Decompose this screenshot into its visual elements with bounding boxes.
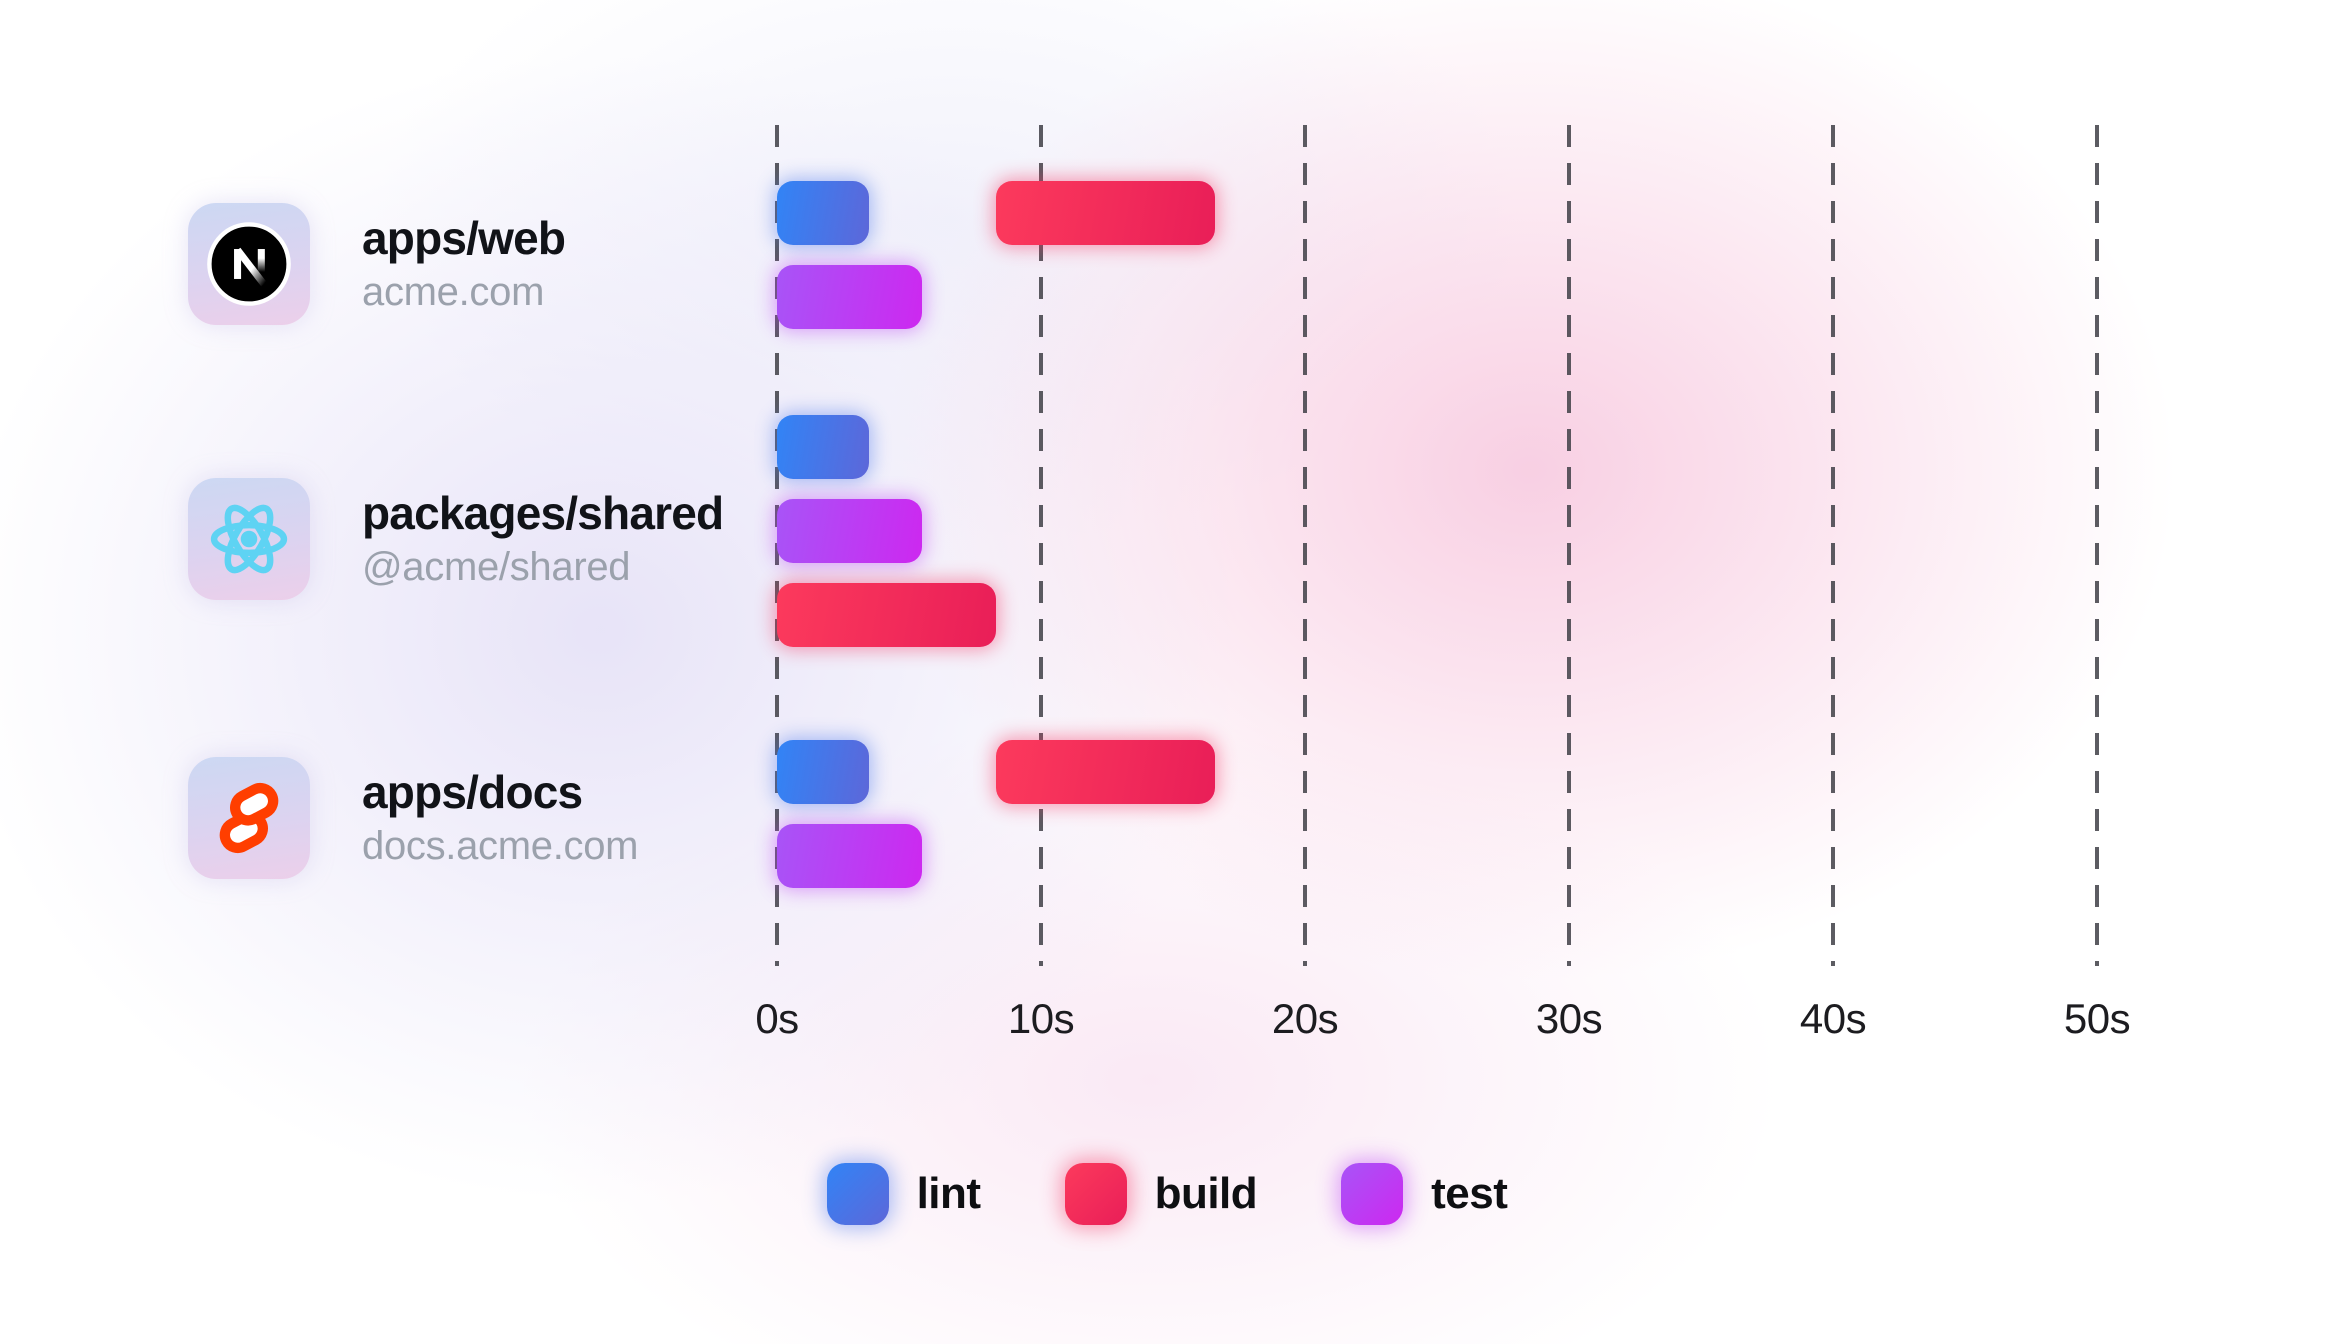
package-texts: apps/web acme.com — [362, 211, 566, 317]
apps/docs-test-bar — [777, 824, 923, 888]
packages/shared-build-bar — [777, 583, 997, 647]
nextjs-logo-card — [188, 203, 310, 325]
x-tick-50s: 50s — [2063, 995, 2131, 1042]
x-tick-40s: 40s — [1799, 995, 1867, 1042]
nextjs-logo-icon — [207, 222, 291, 306]
react-logo-card — [188, 478, 310, 600]
react-logo-icon — [210, 504, 288, 574]
package-row-packages-shared: packages/shared @acme/shared — [188, 478, 724, 600]
svelte-logo-icon — [219, 782, 279, 854]
package-name: apps/docs — [362, 765, 583, 818]
package-domain: docs.acme.com — [362, 824, 639, 869]
lint-color-swatch — [826, 1163, 889, 1225]
legend: lint build test — [0, 1163, 2334, 1225]
package-texts: apps/docs docs.acme.com — [362, 765, 639, 871]
package-name: apps/web — [362, 211, 566, 264]
package-row-apps-docs: apps/docs docs.acme.com — [188, 757, 639, 879]
packages/shared-lint-bar — [777, 415, 870, 479]
test-color-swatch — [1341, 1163, 1404, 1225]
gridline-50s — [2095, 125, 2099, 966]
apps/docs-build-bar — [996, 740, 1216, 804]
legend-label: build — [1154, 1169, 1258, 1218]
legend-label: test — [1431, 1169, 1508, 1218]
apps/web-test-bar — [777, 265, 923, 329]
apps/docs-lint-bar — [777, 740, 870, 804]
x-tick-0s: 0s — [755, 995, 799, 1042]
gridline-40s — [1831, 125, 1835, 966]
apps/web-lint-bar — [777, 181, 870, 245]
legend-label: lint — [916, 1169, 981, 1218]
gridline-10s — [1039, 125, 1043, 966]
x-tick-20s: 20s — [1271, 995, 1339, 1042]
package-row-apps-web: apps/web acme.com — [188, 203, 566, 325]
gridline-30s — [1567, 125, 1571, 966]
svelte-logo-card — [188, 757, 310, 879]
legend-item-build: build — [1064, 1163, 1258, 1225]
package-domain: @acme/shared — [362, 545, 631, 590]
gridline-20s — [1303, 125, 1307, 966]
x-tick-30s: 30s — [1535, 995, 1603, 1042]
packages/shared-test-bar — [777, 499, 923, 563]
package-texts: packages/shared @acme/shared — [362, 486, 724, 592]
legend-item-lint: lint — [826, 1163, 981, 1225]
package-name: packages/shared — [362, 486, 724, 539]
build-color-swatch — [1064, 1163, 1127, 1225]
package-domain: acme.com — [362, 270, 545, 315]
apps/web-build-bar — [996, 181, 1216, 245]
legend-item-test: test — [1341, 1163, 1508, 1225]
x-tick-10s: 10s — [1007, 995, 1075, 1042]
